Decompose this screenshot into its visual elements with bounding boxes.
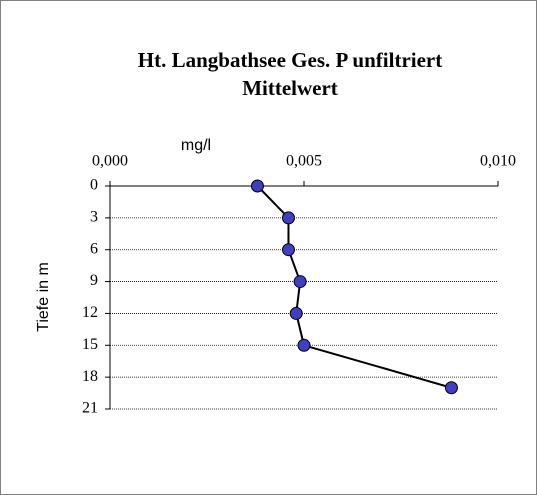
y-tick-label: 18 bbox=[82, 368, 98, 385]
x-axis-label: mg/l bbox=[181, 137, 211, 154]
data-point bbox=[289, 306, 303, 320]
y-tick-label: 12 bbox=[82, 304, 98, 321]
data-point bbox=[281, 211, 295, 225]
y-tick-label: 3 bbox=[90, 209, 98, 226]
y-tick-label: 9 bbox=[90, 272, 98, 289]
y-axis-label: Tiefe in m bbox=[35, 262, 52, 332]
y-tick-label: 6 bbox=[90, 240, 98, 257]
x-tick-label: 0,010 bbox=[480, 153, 516, 170]
y-tick-label: 15 bbox=[82, 336, 98, 353]
x-tick-label: 0,000 bbox=[92, 153, 128, 170]
y-tick-label: 0 bbox=[90, 177, 98, 194]
data-point bbox=[297, 338, 311, 352]
data-point bbox=[293, 275, 307, 289]
x-tick-label: 0,005 bbox=[286, 153, 322, 170]
y-tick-label: 21 bbox=[82, 400, 98, 417]
data-point bbox=[444, 381, 458, 395]
chart-title: Mittelwert bbox=[242, 76, 338, 100]
data-point bbox=[250, 179, 264, 193]
chart-title: Ht. Langbathsee Ges. P unfiltriert bbox=[138, 48, 442, 72]
data-point bbox=[281, 243, 295, 257]
